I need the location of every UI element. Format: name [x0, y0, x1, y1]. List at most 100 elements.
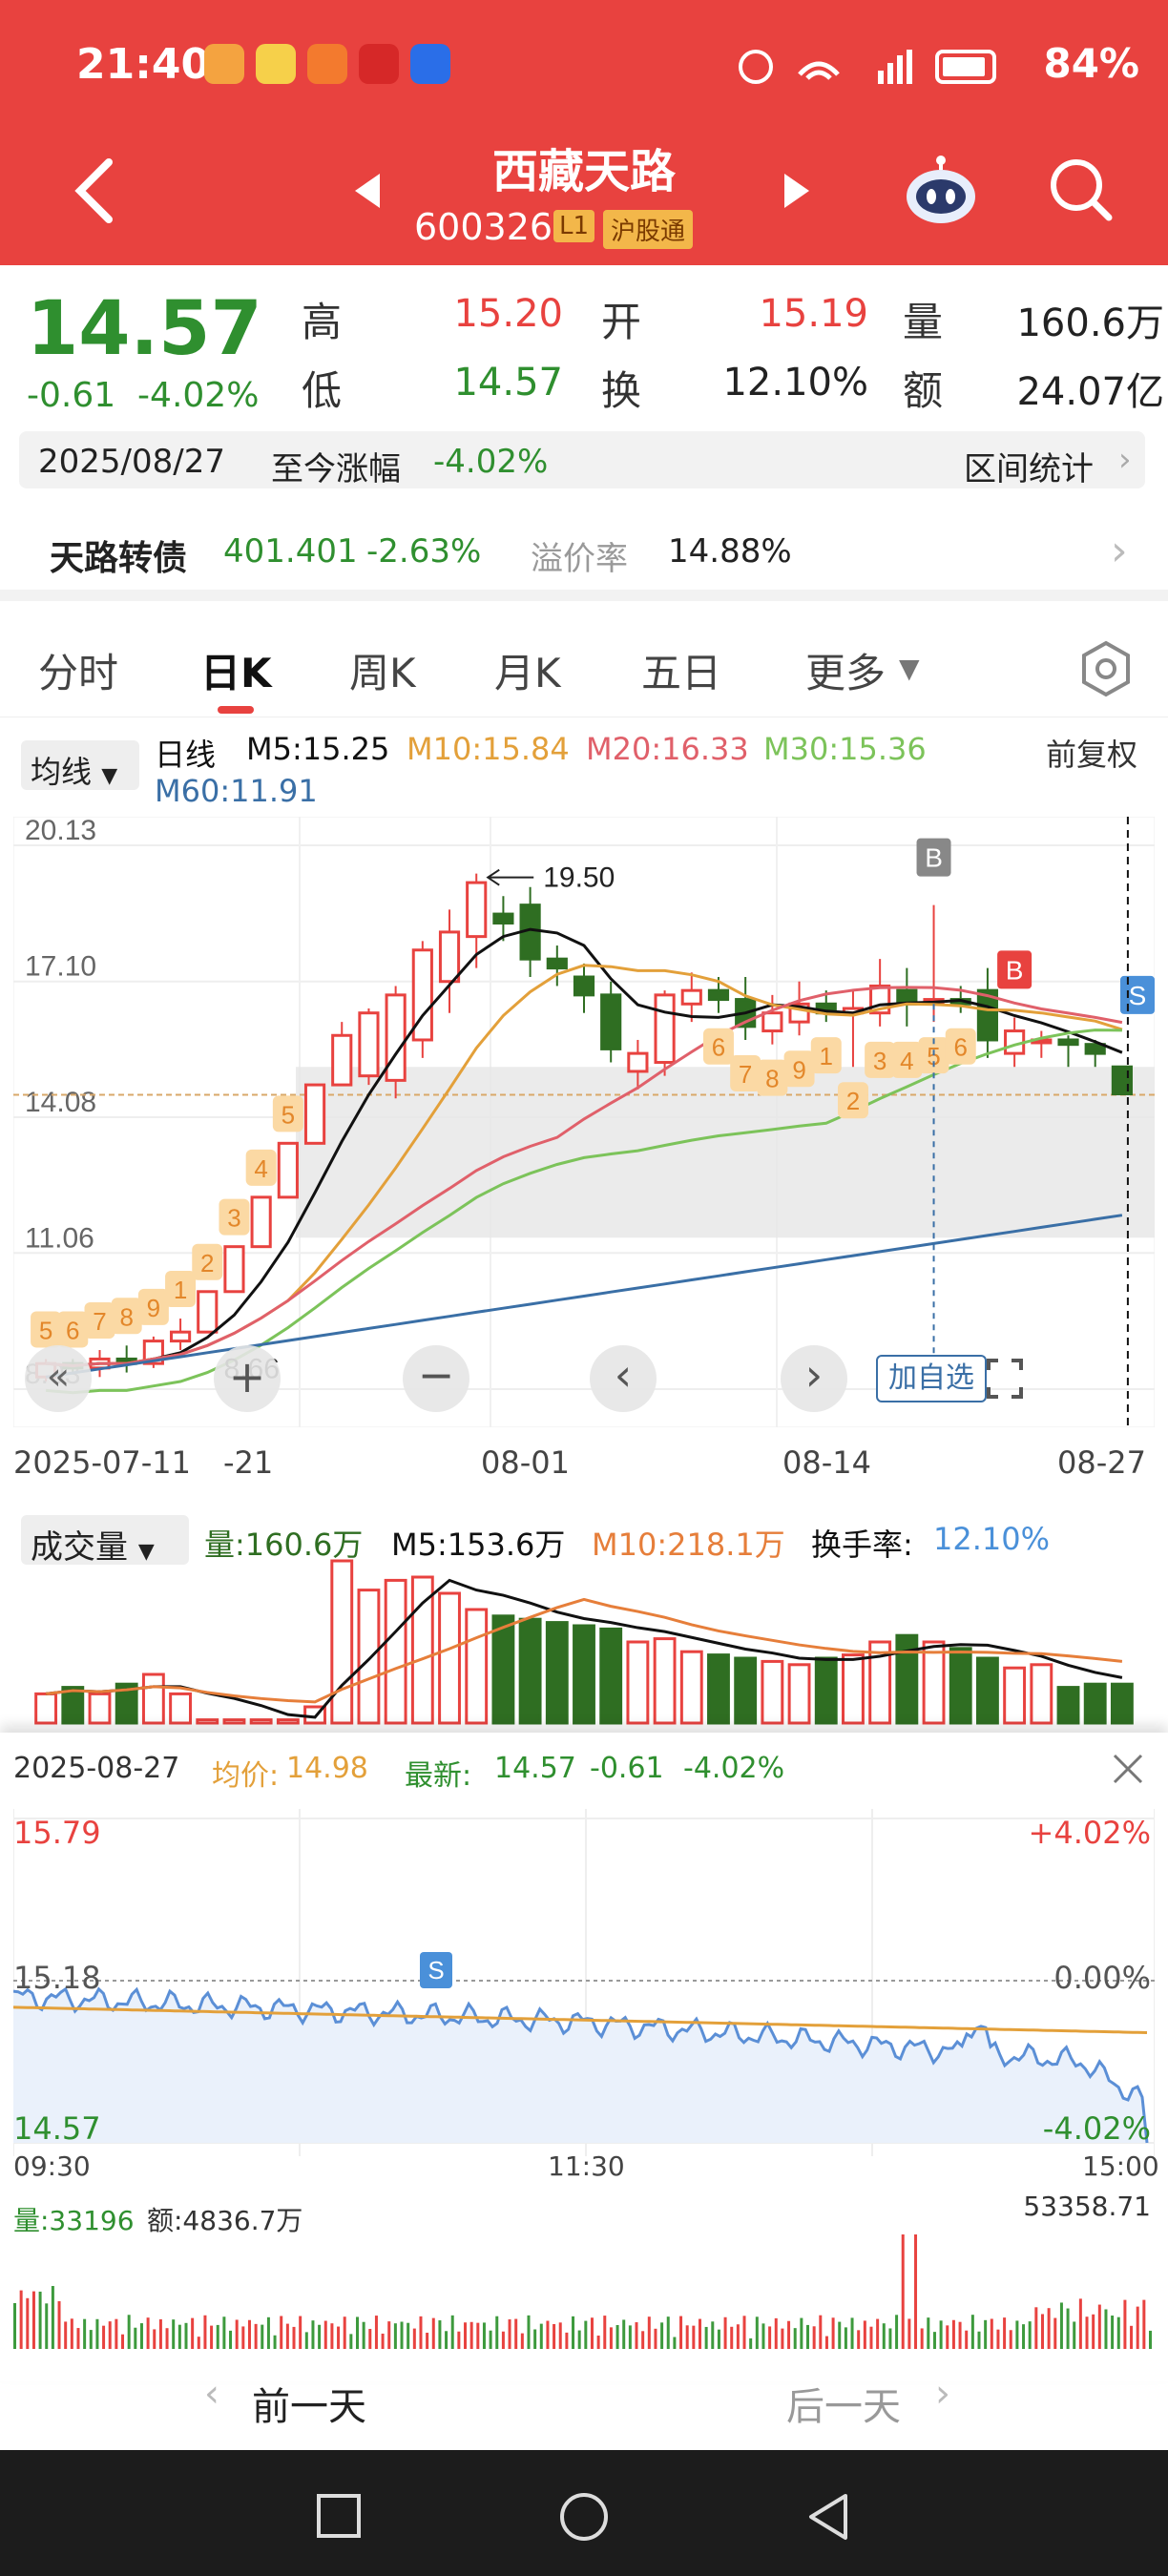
adjust-mode[interactable]: 前复权	[1046, 737, 1138, 773]
candle-body	[707, 988, 730, 1002]
turnover-rate-label: 换手率:	[811, 1527, 913, 1563]
intraday-volume-bar	[932, 2332, 936, 2349]
turnover-rate-value: 12.10%	[933, 1521, 1051, 1557]
buy-signal-label: B	[1006, 955, 1024, 985]
volume-bar	[357, 1589, 381, 1725]
tab-five-day[interactable]: 五日	[641, 650, 722, 696]
intraday-volume-bar	[660, 2322, 664, 2349]
volume-bar	[545, 1621, 569, 1725]
td-marker-label: 9	[792, 1055, 805, 1084]
back-icon[interactable]	[67, 153, 124, 229]
recent-apps-icon[interactable]	[315, 2492, 363, 2540]
intraday-volume-bar	[666, 2316, 670, 2349]
td-marker	[757, 1059, 788, 1096]
intraday-volume-bar	[45, 2303, 49, 2349]
intraday-volume-bar	[781, 2328, 784, 2349]
volume-bar	[1030, 1663, 1053, 1725]
intraday-volume-bar	[819, 2315, 823, 2349]
intraday-volume-bar	[495, 2316, 499, 2349]
range-stats-link[interactable]: 区间统计	[964, 450, 1094, 488]
intraday-volume-bar	[1136, 2306, 1139, 2349]
intraday-volume-bar	[577, 2330, 581, 2349]
tab-daily-k[interactable]: 日K	[200, 650, 272, 696]
intraday-volume-bar	[1097, 2304, 1101, 2349]
candlestick-chart[interactable]: 20.1317.1014.0811.068.035678912345678912…	[13, 817, 1155, 1427]
latest-price: 14.57	[494, 1752, 576, 1785]
intraday-volume-bar	[285, 2323, 289, 2349]
close-icon[interactable]	[1111, 1752, 1145, 1786]
intraday-volume-bar	[362, 2321, 365, 2349]
level-badge: L1	[553, 210, 595, 242]
intraday-volume-bar	[165, 2328, 169, 2349]
intraday-volume-bar	[946, 2325, 949, 2349]
search-icon[interactable]	[1048, 156, 1115, 223]
td-marker-label: 2	[200, 1249, 214, 1278]
intraday-volume-bar	[876, 2318, 880, 2349]
intraday-volume-bar	[127, 2315, 131, 2349]
intraday-volume-bar	[990, 2318, 993, 2349]
intraday-volume-bar	[51, 2286, 54, 2349]
scroll-left-icon[interactable]: ‹	[590, 1345, 657, 1412]
volume-bar	[679, 1650, 703, 1725]
zoom-in-icon[interactable]: +	[214, 1345, 281, 1412]
zoom-out-icon[interactable]: −	[403, 1345, 469, 1412]
prev-day-button[interactable]: 前一天	[252, 2385, 366, 2429]
tab-weekly-k[interactable]: 周K	[349, 650, 416, 696]
intraday-volume-bar	[464, 2322, 468, 2349]
intraday-volume-bar	[901, 2234, 905, 2349]
volume-bar	[410, 1575, 434, 1725]
td-marker	[111, 1298, 142, 1335]
intraday-volume-bar	[216, 2324, 219, 2349]
ai-assistant-icon[interactable]	[903, 153, 979, 229]
intraday-volume-bar	[83, 2318, 87, 2349]
intraday-volume-bar	[654, 2328, 657, 2349]
fullscreen-icon[interactable]	[983, 1355, 1027, 1402]
td-marker-label: 3	[227, 1204, 240, 1233]
ma-selector[interactable]: 均线 ▼	[21, 740, 139, 790]
tab-monthly-k[interactable]: 月K	[494, 650, 561, 696]
rewind-icon[interactable]: «	[25, 1345, 92, 1412]
intraday-volume-bar	[469, 2321, 473, 2349]
volume-bar	[384, 1578, 407, 1725]
y-tick-label: 17.10	[25, 951, 96, 983]
y-tick-label: 14.08	[25, 1087, 96, 1118]
back-nav-icon[interactable]	[802, 2490, 855, 2544]
candle-body	[197, 1290, 219, 1334]
volume-label: 量	[903, 299, 944, 345]
tab-more[interactable]: 更多	[805, 650, 886, 696]
convertible-bond-row[interactable]	[0, 506, 1168, 601]
turnover-label: 换	[601, 367, 642, 414]
tab-intraday[interactable]: 分时	[38, 650, 119, 696]
next-day-button[interactable]: 后一天	[786, 2385, 901, 2429]
indicator-selector[interactable]: 成交量 ▼	[21, 1515, 189, 1567]
intraday-volume-bar	[939, 2320, 943, 2349]
app-notify-icon	[359, 44, 399, 84]
intraday-volume-bar	[622, 2319, 626, 2349]
intraday-volume-bar	[508, 2319, 511, 2349]
candle-body	[411, 948, 433, 1042]
volume-ma10: M10:218.1万	[592, 1527, 785, 1563]
date-bar[interactable]	[19, 431, 1145, 488]
intraday-volume-bar	[64, 2321, 68, 2349]
intraday-volume-bar	[704, 2326, 708, 2349]
intraday-volume-bar	[1116, 2316, 1120, 2349]
next-stock-icon[interactable]	[784, 174, 809, 208]
intraday-chart[interactable]: S	[13, 1809, 1155, 2156]
intraday-vol-max: 53358.71	[1023, 2191, 1151, 2222]
intraday-volume-bar	[203, 2315, 207, 2349]
intraday-volume-bar	[584, 2320, 588, 2349]
volume-bar	[922, 1640, 946, 1725]
scroll-right-icon[interactable]: ›	[781, 1345, 847, 1412]
intraday-volume-bar	[254, 2323, 258, 2349]
td-marker	[84, 1302, 115, 1340]
add-watchlist-button[interactable]: 加自选	[876, 1355, 987, 1402]
settings-icon[interactable]	[1076, 639, 1136, 698]
home-icon[interactable]	[557, 2490, 611, 2544]
open-label: 开	[601, 299, 642, 345]
td-marker	[865, 1041, 896, 1078]
volume-bar	[438, 1591, 461, 1725]
candle-body	[573, 975, 595, 997]
quote-date: 2025/08/27	[38, 443, 225, 481]
app-notify-icon	[256, 44, 296, 84]
prev-stock-icon[interactable]	[355, 174, 380, 208]
